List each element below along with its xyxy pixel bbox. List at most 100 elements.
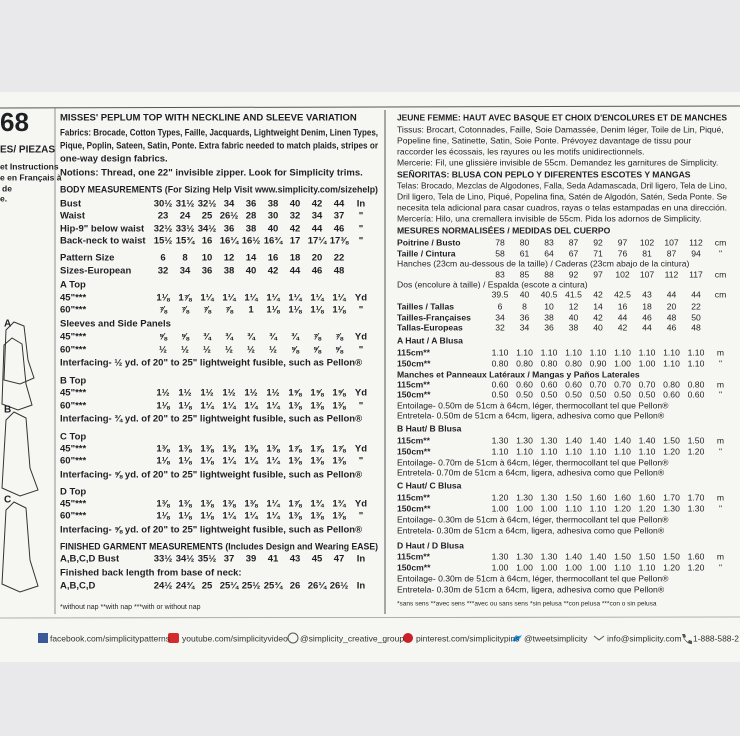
cell: 24	[180, 211, 191, 222]
row-label: 115cm**	[397, 435, 431, 445]
cell: 24½	[154, 581, 173, 592]
cell: 22	[334, 253, 345, 264]
cell: 1.50	[565, 492, 582, 502]
cell: 1¼	[200, 293, 214, 304]
cell: 1½	[266, 388, 279, 399]
cell: 44	[618, 312, 628, 322]
row-label: Pattern Size	[60, 253, 114, 264]
cell: 0.70	[639, 379, 656, 389]
cell: In	[357, 199, 366, 210]
footer-link: @simplicity_creative_group	[300, 633, 404, 643]
cell: 1.00	[492, 562, 509, 572]
cell: 1.00	[516, 503, 533, 513]
cell: 25½	[242, 581, 261, 592]
cell: 40.5	[541, 289, 558, 299]
cell: 1⅜	[332, 456, 346, 467]
text-line: B Haut/ B Blusa	[397, 423, 462, 433]
top-rule	[0, 105, 740, 109]
cell: 0.50	[565, 389, 582, 399]
edge-fragment: C	[4, 495, 11, 506]
text-line: JEUNE FEMME: HAUT AVEC BASQUE ET CHOIX D…	[397, 112, 727, 122]
row-label: 60"***	[60, 305, 86, 316]
cell: 1½	[244, 388, 257, 399]
cell: 1¼	[332, 293, 346, 304]
text-line: Entretela- 0.30m de 51cm a 64cm, ligera,…	[397, 525, 665, 535]
cell: "	[719, 446, 722, 456]
cell: 1.30	[541, 435, 558, 445]
cell: ⅞	[335, 332, 344, 343]
cell: "	[359, 456, 364, 467]
cell: 38	[246, 224, 257, 235]
row-label: 45"***	[60, 388, 86, 399]
edge-fragment: et Instructions	[0, 161, 59, 171]
cell: 34	[495, 312, 505, 322]
text-line: Entoilage- 0.70m de 51cm à 64cm, léger, …	[397, 457, 669, 467]
cell: 1.10	[639, 446, 656, 456]
cell: ⅞	[203, 305, 212, 316]
text-line: Entoilage- 0.30m de 51cm à 64cm, léger, …	[397, 514, 669, 524]
text-line: one-way design fabrics.	[60, 154, 168, 165]
garment-sketches	[1, 321, 39, 593]
cell: 15½	[154, 236, 173, 247]
cell: 1⅛	[156, 511, 170, 522]
cell: 1⅜	[288, 401, 302, 412]
cell: 1.00	[541, 503, 558, 513]
cell: 16¾	[264, 236, 284, 247]
text-line: Fabrics: Brocade, Cotton Types, Faille, …	[60, 128, 378, 139]
cell: 1.10	[492, 446, 509, 456]
row-label: 150cm**	[397, 503, 431, 513]
cell: 0.50	[516, 389, 533, 399]
cell: 1.20	[688, 446, 705, 456]
row-label: Tailles / Tallas	[397, 301, 454, 311]
cell: ⅝	[313, 345, 322, 356]
cell: 1¼	[266, 511, 280, 522]
text-line: B Top	[60, 376, 86, 387]
cell: 1¼	[244, 293, 258, 304]
cell: 112	[665, 269, 679, 279]
cell: 1¼	[244, 511, 258, 522]
cell: 44	[312, 224, 323, 235]
cell: 1.30	[541, 551, 558, 561]
cell: 12	[224, 253, 235, 264]
cell: 0.60	[492, 379, 509, 389]
cell: 39.5	[492, 289, 509, 299]
cell: 1⅛	[156, 293, 170, 304]
cell: ½	[269, 345, 277, 356]
cell: 36	[544, 322, 554, 332]
cell: 1.00	[516, 562, 533, 572]
row-label: Waist	[60, 211, 86, 222]
cell: 0.80	[565, 358, 582, 368]
cell: 0.80	[516, 358, 533, 368]
cell: 1.30	[541, 492, 558, 502]
cell: 38	[268, 199, 279, 210]
row-label: A,B,C,D Bust	[60, 554, 120, 565]
cell: 38	[224, 266, 235, 277]
row-label: 150cm**	[397, 389, 431, 399]
cell: 1.10	[614, 562, 631, 572]
text-line: Entretela- 0.30m de 51cm a 64cm, ligera,…	[397, 584, 665, 594]
text-line: Finished back length from base of neck:	[60, 568, 242, 579]
cell: "	[359, 224, 364, 235]
text-line: Entoilage- 0.30m de 51cm à 64cm, léger, …	[397, 573, 669, 583]
cell: 1.10	[541, 446, 558, 456]
cell: ⅝	[335, 345, 344, 356]
footer-link: pinterest.com/simplicitypins	[416, 633, 519, 643]
cell: 1.40	[614, 435, 631, 445]
cell: "	[719, 389, 722, 399]
text-line: Dril ligero, Tela de Lino, Piqué, Popeli…	[397, 191, 727, 201]
text-line: D Top	[60, 487, 86, 498]
cell: "	[359, 236, 364, 247]
cell: 1¼	[200, 401, 214, 412]
text-line: necesita tela adicional para casar cuadr…	[397, 202, 727, 212]
cell: 1⅝	[310, 388, 324, 399]
row-label: 45"***	[60, 444, 86, 455]
cell: 1.10	[663, 347, 680, 357]
cell: m	[717, 492, 724, 502]
cell: 46	[334, 224, 345, 235]
cell: 1⅛	[288, 305, 302, 316]
cell: 112	[689, 237, 703, 247]
row-label: 60"***	[60, 511, 86, 522]
cell: 44	[667, 289, 677, 299]
cell: 40	[290, 199, 301, 210]
cell: 1⅜	[178, 499, 192, 510]
